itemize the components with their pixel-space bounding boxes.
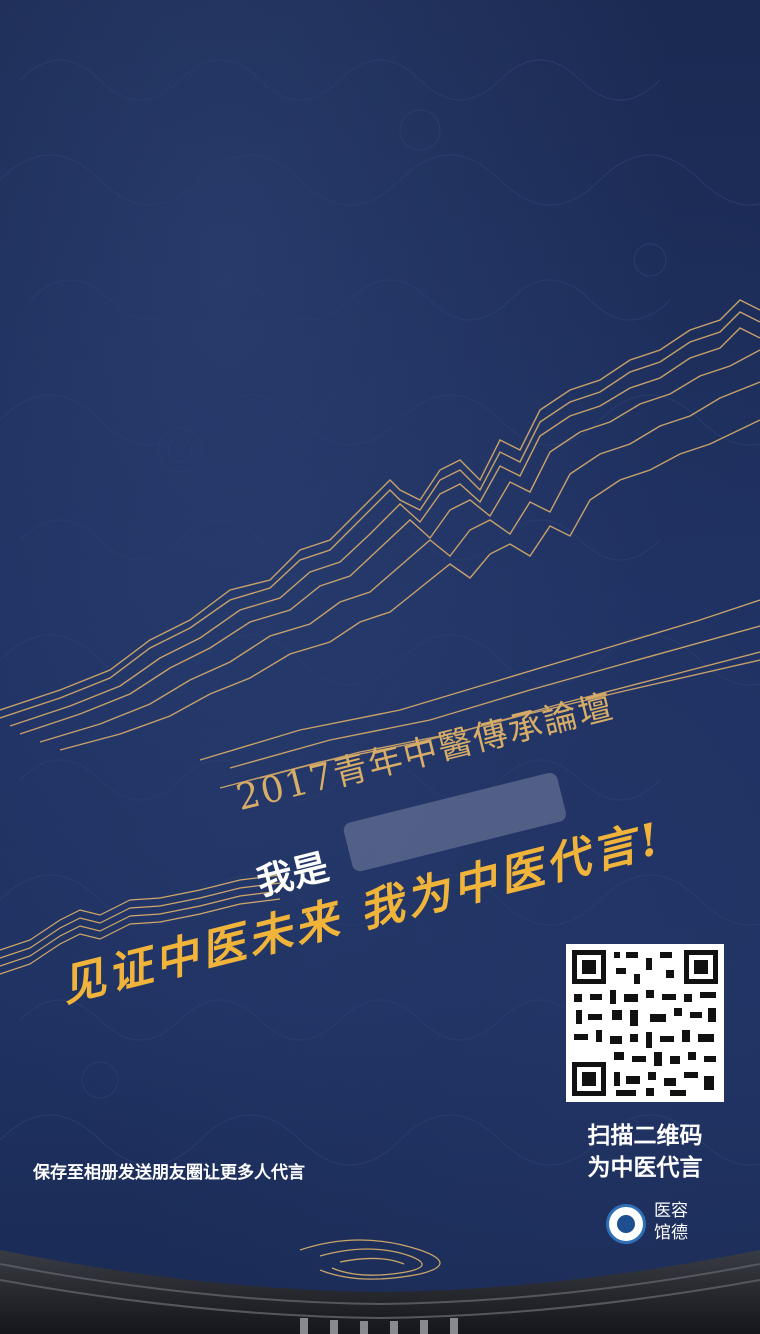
logo-text-line1: 医容 xyxy=(654,1201,688,1221)
logo-text-line2: 馆德 xyxy=(654,1223,688,1243)
share-instruction: 保存至相册发送朋友圈让更多人代言 xyxy=(33,1163,305,1183)
qr-caption: 扫描二维码 为中医代言 xyxy=(560,1120,730,1184)
hospital-logo-icon xyxy=(606,1204,646,1244)
logo: 医容 馆德 xyxy=(606,1200,706,1248)
qr-caption-line1: 扫描二维码 xyxy=(587,1123,703,1149)
qr-caption-line2: 为中医代言 xyxy=(587,1155,703,1181)
gold-mountain-lines xyxy=(0,299,760,789)
gold-small-mountain-lines xyxy=(0,874,280,975)
qr-code-icon xyxy=(566,944,724,1102)
logo-text: 医容 馆德 xyxy=(654,1200,706,1244)
roof-eaves-decoration xyxy=(0,1239,760,1334)
